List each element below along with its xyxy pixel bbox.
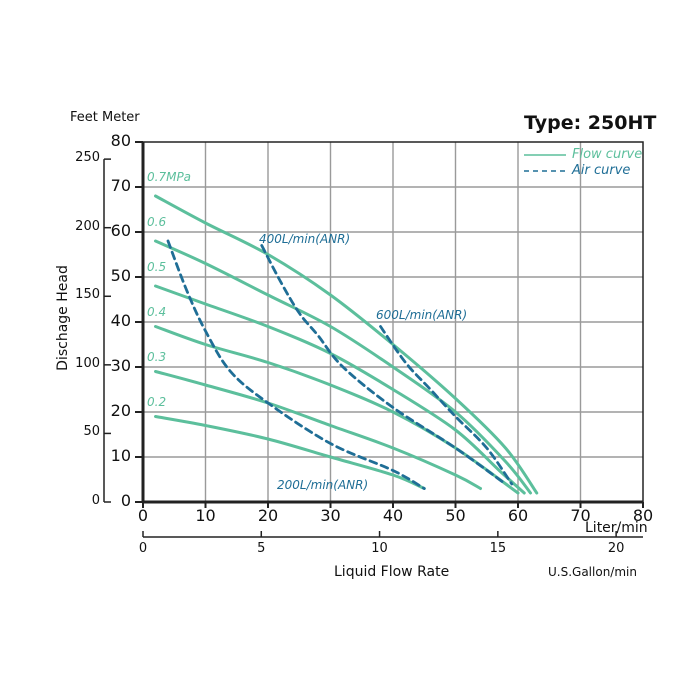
y-tick-meter: 30 bbox=[110, 356, 131, 375]
y-tick-feet: 250 bbox=[75, 150, 100, 166]
y-tick-feet: 50 bbox=[83, 424, 100, 440]
series-400L/min(ANR) bbox=[260, 244, 507, 486]
x-tick-liter: 50 bbox=[445, 506, 466, 525]
y-tick-meter: 60 bbox=[110, 221, 131, 240]
series-label-600: 600L/min(ANR) bbox=[376, 308, 468, 322]
series-label-0.3: 0.3 bbox=[147, 350, 167, 364]
series-label-200: 200L/min(ANR) bbox=[277, 478, 369, 492]
series-0.4 bbox=[154, 325, 520, 495]
y-tick-meter: 10 bbox=[110, 446, 131, 465]
x-tick-liter: 30 bbox=[320, 506, 341, 525]
x-tick-liter: 70 bbox=[570, 506, 591, 525]
series-label-0.6: 0.6 bbox=[147, 215, 167, 229]
series-0.6 bbox=[154, 239, 532, 495]
series-0.7MPa bbox=[154, 194, 539, 495]
series-label-0.4: 0.4 bbox=[147, 305, 167, 319]
x-tick-gallon: 10 bbox=[371, 541, 388, 556]
y-tick-feet: 200 bbox=[75, 218, 100, 234]
y-axis-units: Feet Meter bbox=[70, 110, 140, 125]
y-tick-meter: 70 bbox=[110, 176, 131, 195]
series-0.5 bbox=[154, 284, 526, 495]
series-200L/min(ANR) bbox=[166, 239, 426, 490]
x-tick-liter: 80 bbox=[632, 506, 654, 525]
y-tick-meter: 80 bbox=[110, 131, 131, 150]
x-tick-gallon: 5 bbox=[257, 541, 266, 556]
legend-air-label: Air curve bbox=[572, 163, 631, 178]
x-axis-unit-liter: Liter/min bbox=[585, 520, 648, 536]
y-tick-feet: 150 bbox=[75, 287, 100, 303]
series-600L/min(ANR) bbox=[379, 325, 514, 486]
y-tick-feet: 100 bbox=[75, 355, 100, 371]
series-label-0.2: 0.2 bbox=[147, 395, 167, 409]
x-tick-gallon: 0 bbox=[138, 541, 148, 556]
series-label-0.7: 0.7MPa bbox=[147, 170, 192, 184]
legend-flow-label: Flow curve bbox=[572, 147, 643, 162]
x-tick-gallon: 20 bbox=[607, 541, 625, 556]
x-tick-liter: 60 bbox=[507, 506, 529, 525]
x-axis-unit-gallon: U.S.Gallon/min bbox=[548, 565, 637, 579]
chart-title: Type: 250HT bbox=[524, 112, 657, 134]
series-label-0.5: 0.5 bbox=[147, 260, 167, 274]
series-label-400: 400L/min(ANR) bbox=[259, 232, 351, 246]
x-tick-liter: 20 bbox=[257, 506, 279, 525]
x-tick-liter: 0 bbox=[137, 506, 149, 525]
y-tick-meter: 20 bbox=[110, 401, 131, 420]
x-tick-liter: 10 bbox=[195, 506, 216, 525]
series-0.2 bbox=[154, 415, 426, 490]
series-0.3 bbox=[154, 370, 482, 490]
y-tick-meter: 50 bbox=[110, 266, 131, 285]
y-tick-feet: 0 bbox=[91, 493, 100, 508]
x-axis-label: Liquid Flow Rate bbox=[334, 564, 450, 580]
y-tick-meter: 40 bbox=[110, 311, 131, 330]
y-tick-meter: 0 bbox=[120, 491, 131, 510]
x-tick-gallon: 15 bbox=[489, 541, 507, 556]
x-tick-liter: 40 bbox=[382, 506, 404, 525]
